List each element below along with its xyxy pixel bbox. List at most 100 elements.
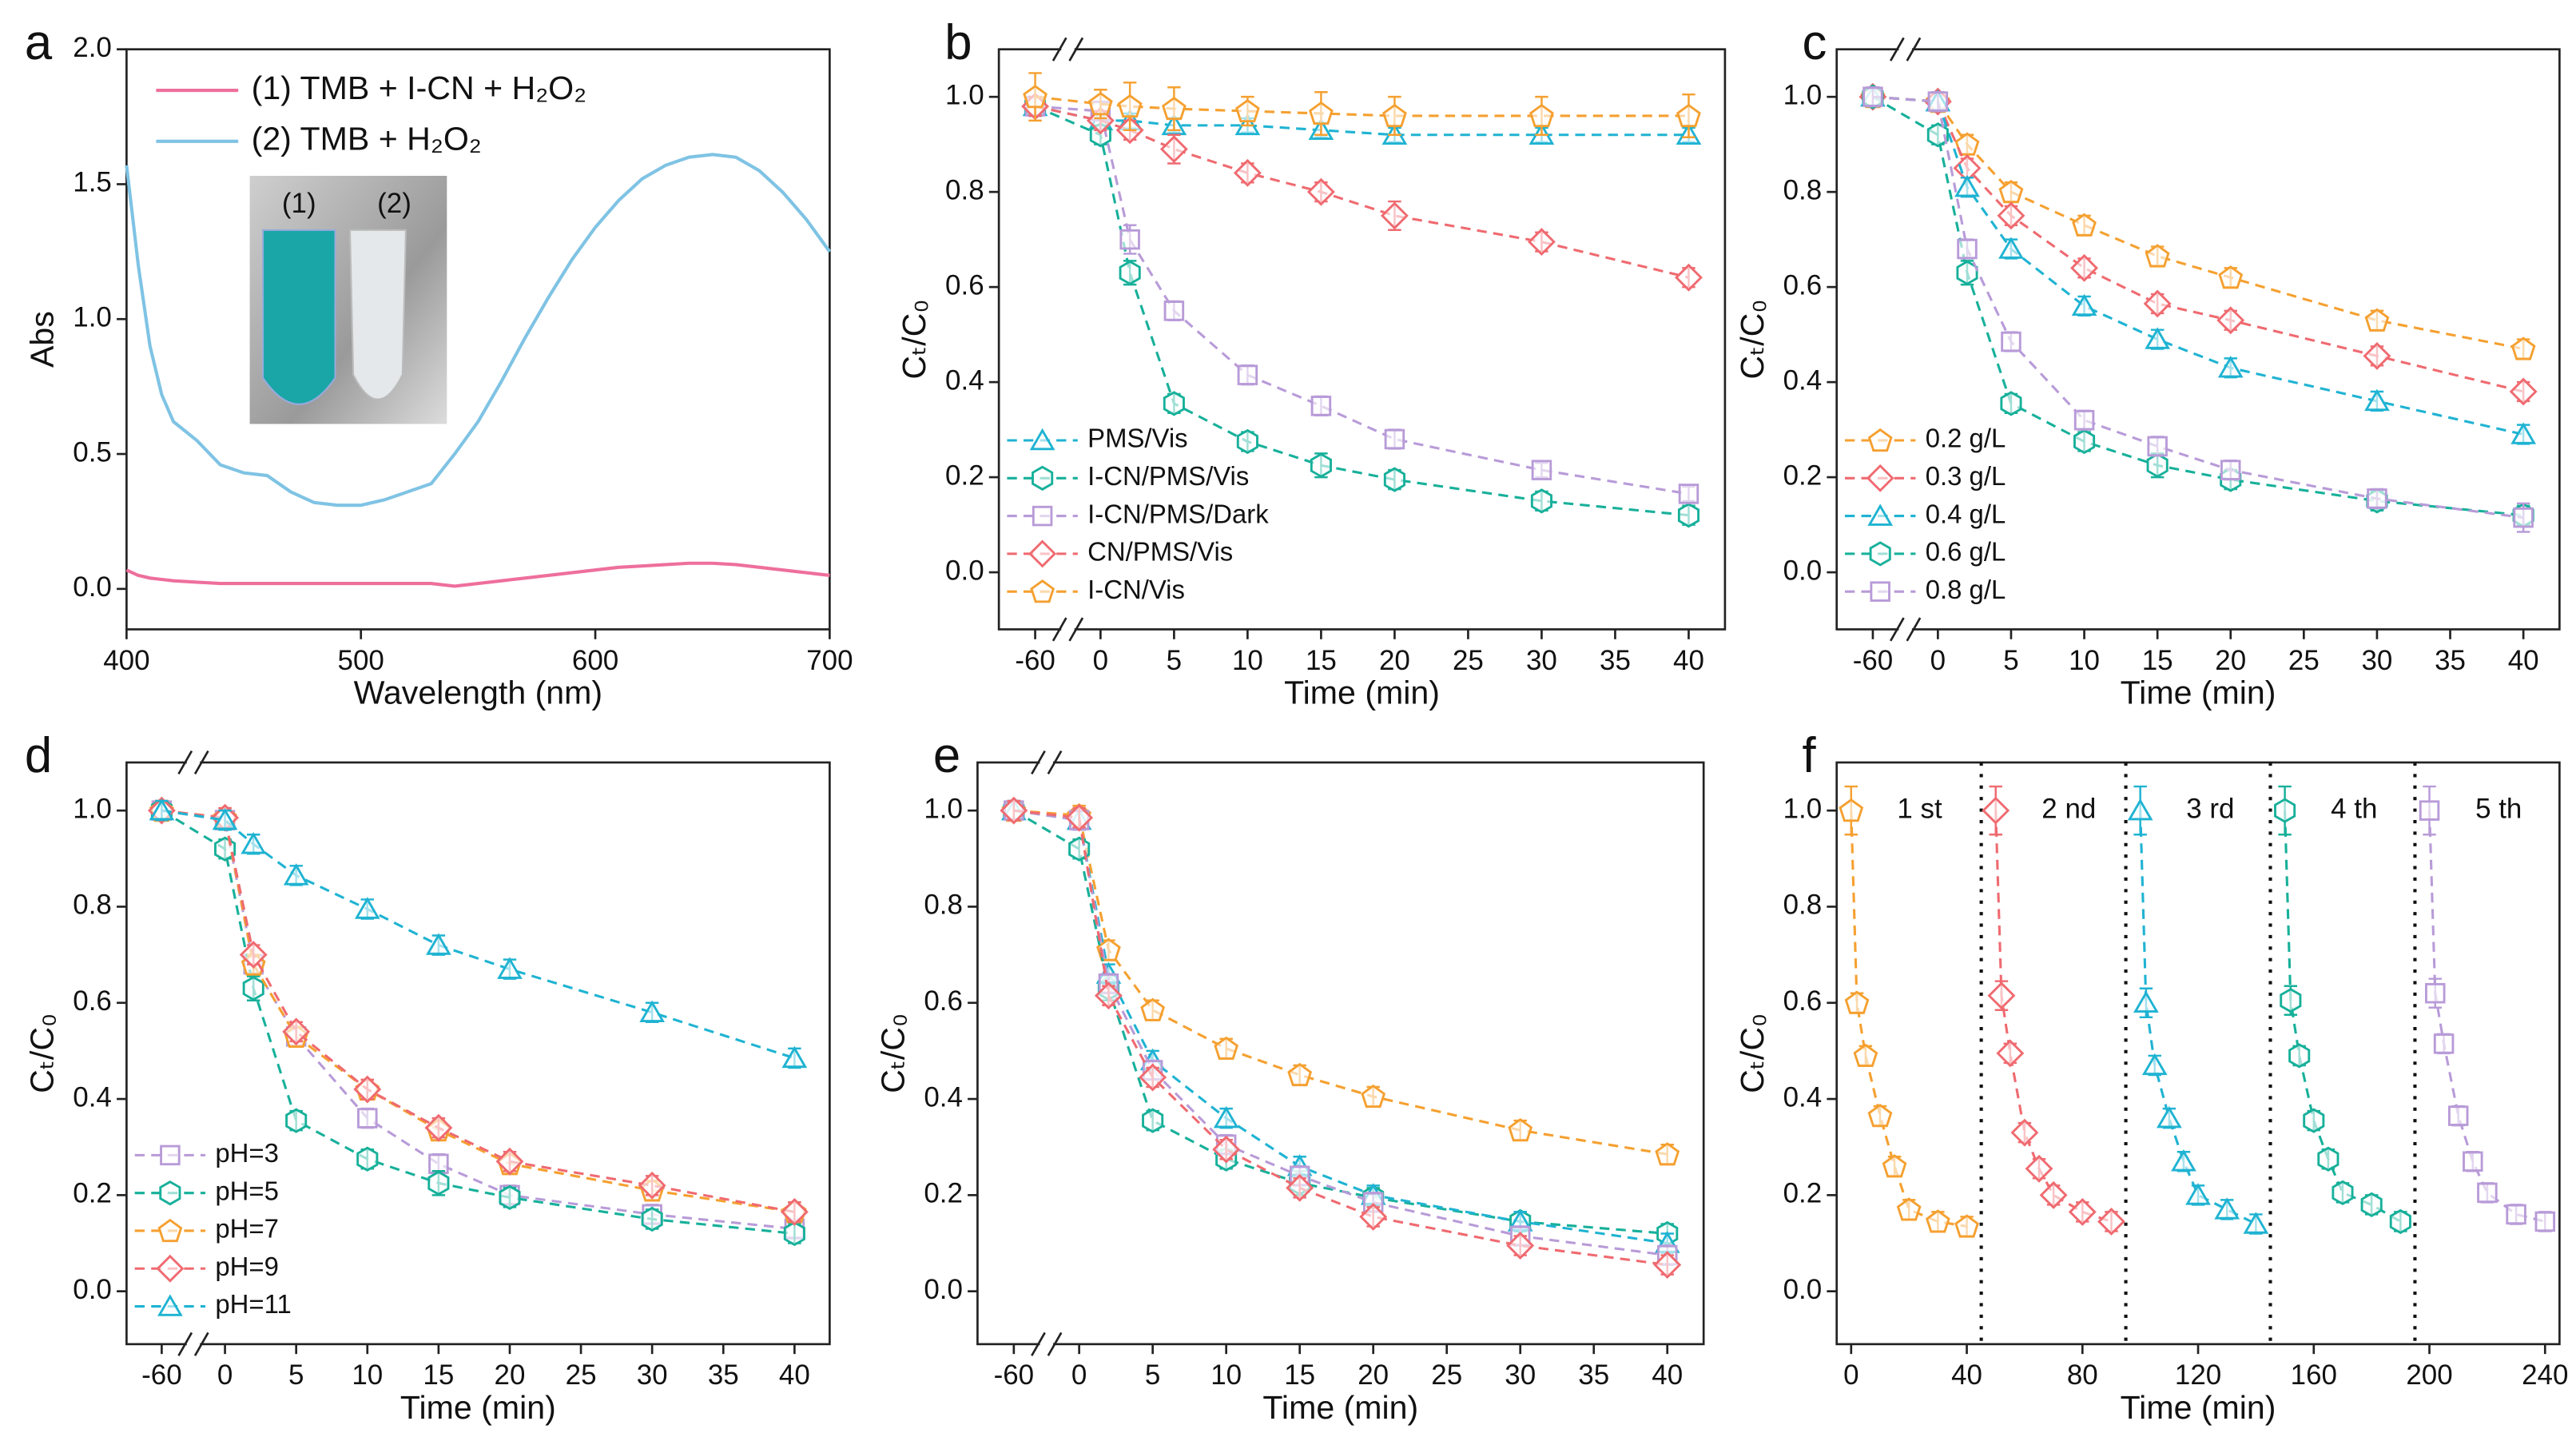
marker	[159, 1180, 181, 1206]
marker	[1927, 91, 1949, 112]
x-tick-label: 15	[2142, 645, 2173, 676]
x-axis-title: Time (min)	[400, 1389, 556, 1426]
marker	[2147, 436, 2168, 457]
legend-label: 0.3 g/L	[1926, 461, 2006, 491]
marker	[1159, 135, 1188, 164]
marker	[780, 1197, 809, 1226]
marker	[783, 1220, 805, 1247]
marker	[242, 976, 264, 1001]
axis-break-gap	[186, 757, 201, 768]
marker	[2534, 1211, 2556, 1232]
marker	[1870, 581, 1890, 602]
x-tick-label: 40	[1652, 1359, 1683, 1391]
marker	[1306, 177, 1335, 206]
axis-break	[1889, 37, 1905, 62]
marker	[2068, 1197, 2097, 1226]
marker	[2513, 507, 2534, 528]
marker	[1237, 364, 1258, 385]
series-line	[1013, 809, 1668, 1236]
series-line	[125, 153, 832, 508]
x-tick-label: 25	[2288, 645, 2320, 676]
x-axis-title: Time (min)	[1262, 1389, 1418, 1426]
y-tick-label: 0.4	[1783, 364, 1823, 396]
marker	[157, 1218, 183, 1243]
marker	[1233, 158, 1262, 187]
marker	[2389, 1208, 2411, 1235]
y-tick-label: 0.6	[1783, 985, 1823, 1017]
series-line	[1013, 809, 1668, 1257]
marker	[2425, 982, 2446, 1004]
marker	[1023, 85, 1047, 109]
axis-break	[1047, 1332, 1063, 1356]
axis-break-gap	[1898, 44, 1912, 54]
marker	[1530, 488, 1552, 514]
y-tick-label: 2.0	[73, 32, 112, 63]
marker	[2367, 488, 2387, 509]
x-tick-label: 0	[1071, 1359, 1087, 1391]
marker	[2156, 1105, 2182, 1129]
marker	[2000, 391, 2022, 416]
series-line	[1013, 809, 1668, 1156]
marker	[1869, 541, 1891, 567]
marker	[1954, 1214, 1979, 1238]
axis-break	[177, 1332, 193, 1356]
marker	[1380, 201, 1409, 230]
x-tick-label: 10	[1210, 1359, 1242, 1391]
marker	[1032, 505, 1053, 527]
marker	[1676, 103, 1701, 128]
marker	[1236, 428, 1258, 455]
marker	[1309, 101, 1334, 125]
marker	[1087, 91, 1113, 116]
marker	[2097, 1207, 2125, 1236]
x-axis-title: Time (min)	[2121, 675, 2276, 711]
y-tick-label: 0.4	[945, 364, 984, 396]
cycle-label: 1 st	[1897, 793, 1942, 824]
cycle-label: 3 rd	[2186, 793, 2234, 824]
x-tick-label: -60	[141, 1359, 182, 1391]
y-tick-label: 0.5	[73, 436, 112, 468]
marker	[1867, 504, 1894, 526]
y-tick-label: 0.2	[1783, 460, 1823, 491]
marker	[2363, 341, 2391, 370]
marker	[1853, 1043, 1878, 1068]
x-tick-label: 35	[1578, 1359, 1609, 1391]
marker	[1235, 98, 1260, 123]
x-tick-label: 240	[2522, 1359, 2568, 1391]
marker	[1844, 990, 1870, 1014]
x-tick-label: 40	[1951, 1359, 1982, 1391]
x-tick-label: 400	[103, 645, 149, 676]
marker	[641, 1206, 663, 1232]
panel: b 0.0 0.2 0.4 0.6 0.8 1.0 -60 0 5 10 15 20 25 30 35 40 Ti…	[896, 15, 1727, 711]
inset-photo: (1) (2)	[249, 175, 447, 424]
axis-break-gap	[1898, 624, 1912, 635]
marker	[495, 1147, 524, 1176]
marker	[2010, 1118, 2039, 1147]
marker	[1678, 484, 1699, 504]
marker	[1996, 1039, 2025, 1068]
marker	[2073, 428, 2096, 455]
panel-label: f	[1803, 728, 1817, 783]
y-tick-label: 0.4	[1783, 1081, 1823, 1113]
x-axis-title: Time (min)	[2121, 1389, 2276, 1426]
legend-label: (1) TMB + I-CN + H₂O₂	[252, 70, 586, 106]
legend-label: 0.6 g/L	[1926, 537, 2006, 567]
y-tick-label: 0.8	[1783, 890, 1823, 921]
marker	[1677, 503, 1700, 528]
marker	[2214, 1197, 2240, 1220]
x-axis-title: Wavelength (nm)	[354, 675, 602, 711]
x-tick-label: 40	[1673, 645, 1704, 676]
marker	[1862, 86, 1883, 107]
x-tick-label: 15	[423, 1359, 454, 1391]
marker	[2303, 1108, 2325, 1133]
marker	[2364, 308, 2390, 332]
legend-label: I-CN/PMS/Dark	[1087, 499, 1269, 528]
marker	[1000, 796, 1028, 825]
marker	[282, 1017, 311, 1046]
axis-break	[1051, 617, 1067, 642]
x-tick-label: 0	[1093, 645, 1108, 676]
marker	[1030, 579, 1055, 603]
annotation: (1)	[282, 188, 316, 219]
marker	[241, 832, 267, 854]
panel-label: d	[25, 728, 52, 783]
y-tick-label: 0.0	[1783, 1274, 1823, 1305]
